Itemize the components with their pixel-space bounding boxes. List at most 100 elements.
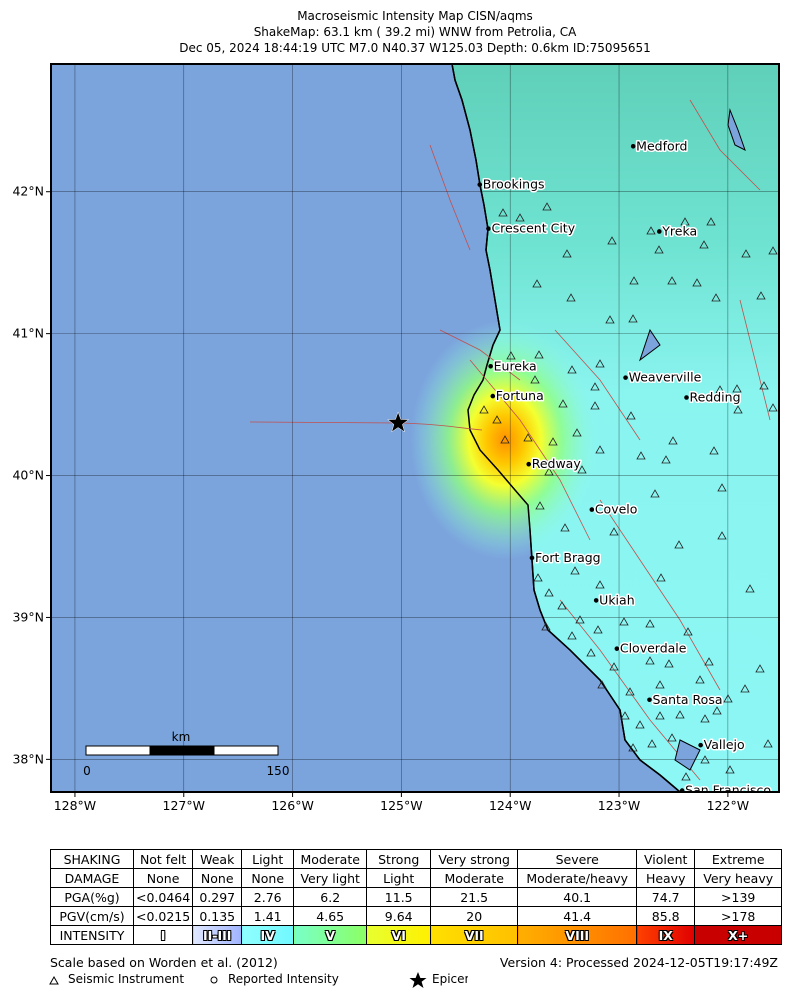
cities: Medford Brookings Crescent City Yreka Eureka… [477, 137, 773, 798]
city-dot [486, 226, 491, 231]
legend-row: PGA(%g) <0.0464 0.297 2.76 6.2 11.5 21.5 40.1 74… [50, 887, 783, 907]
x-tick-label: 127°W [163, 798, 205, 813]
scale-start: 0 [83, 764, 91, 778]
station [664, 659, 674, 668]
legend-row: INTENSITY I II-III IV V VI VII VIII IX X+ [50, 925, 783, 945]
station [532, 279, 542, 288]
station [763, 739, 773, 748]
station [756, 291, 766, 300]
station [557, 601, 567, 610]
map-title: Macroseismic Intensity Map CISN/aqms [297, 9, 533, 23]
legend-cell: Moderate [293, 849, 368, 869]
y-tick-label: 38°N [12, 751, 44, 766]
station [523, 433, 533, 442]
station [607, 236, 617, 245]
station [609, 527, 619, 536]
station [562, 249, 572, 258]
legend-cell: Extreme [694, 849, 783, 869]
station [745, 584, 755, 593]
legend-cell: Weak [192, 849, 243, 869]
legend-cell: INTENSITY [50, 925, 134, 945]
station [661, 455, 671, 464]
city-label: San Francisco [685, 783, 771, 798]
station [700, 755, 710, 764]
scale-note: Scale based on Worden et al. (2012) [50, 955, 278, 970]
city-label: Weaverville [629, 370, 702, 385]
station [695, 675, 705, 684]
station [755, 664, 765, 673]
scale-segment [213, 745, 279, 756]
station [655, 680, 665, 689]
legend-row: SHAKING Not felt Weak Light Moderate Strong Ve… [50, 849, 783, 869]
station [654, 245, 664, 254]
y-tick-label: 40°N [12, 468, 44, 483]
station [597, 680, 607, 689]
legend-cell: I [132, 925, 194, 945]
legend-cell: 11.5 [366, 887, 432, 907]
station [655, 711, 665, 720]
legend-cell: PGV(cm/s) [50, 906, 134, 926]
city-dot [529, 555, 535, 561]
station [620, 711, 630, 720]
station [740, 684, 750, 693]
station [717, 483, 727, 492]
legend-cell: Heavy [636, 868, 696, 888]
legend-cell: VIII [517, 925, 638, 945]
legend-cell: 41.4 [517, 906, 638, 926]
legend-cell: DAMAGE [50, 868, 134, 888]
station [645, 656, 655, 665]
station [626, 411, 636, 420]
city-label: Crescent City [491, 221, 575, 236]
x-tick-label: 128°W [54, 798, 96, 813]
legend-cell: 6.2 [293, 887, 368, 907]
city-dot [490, 393, 496, 399]
station [725, 765, 735, 774]
y-tick-label: 39°N [12, 609, 44, 624]
epicenter-symbol [409, 972, 427, 988]
city-label: Ukiah [599, 592, 634, 607]
legend-cell: VII [430, 925, 519, 945]
city-label: Cloverdale [620, 641, 687, 656]
station [577, 465, 587, 474]
x-tick-label: 122°W [707, 798, 749, 813]
station [656, 573, 666, 582]
city-dot [477, 182, 483, 187]
city-dot [488, 363, 493, 369]
station [683, 627, 693, 636]
city-dot [698, 742, 703, 748]
map-subtitle: ShakeMap: 63.1 km ( 39.2 mi) WNW from Pe… [254, 25, 577, 39]
legend-cell: 1.41 [241, 906, 295, 926]
station [692, 278, 702, 287]
map-area: Medford Brookings Crescent City Yreka Eureka… [51, 64, 779, 798]
legend-cell: Moderate/heavy [517, 868, 638, 888]
station [535, 501, 545, 510]
station [500, 435, 510, 444]
station [636, 451, 646, 460]
legend-cell: Strong [366, 849, 432, 869]
intensity-legend: SHAKING Not felt Weak Light Moderate Strong Ve… [50, 849, 783, 945]
legend-cell: 9.64 [366, 906, 432, 926]
map-figure: Macroseismic Intensity Map CISN/aqms Sha… [12, 9, 780, 813]
x-tick-label: 126°W [271, 798, 313, 813]
event-info: Dec 05, 2024 18:44:19 UTC M7.0 N40.37 W1… [179, 41, 651, 55]
station [645, 619, 655, 628]
station [590, 382, 600, 391]
legend-cell: 4.65 [293, 906, 368, 926]
scale-bar: km 0 150 [83, 730, 289, 778]
station [479, 405, 489, 414]
legend-cell: <0.0215 [132, 906, 194, 926]
station [560, 523, 570, 532]
legend-row: PGV(cm/s) <0.0215 0.135 1.41 4.65 9.64 20 41.4 8… [50, 906, 783, 926]
station [567, 365, 577, 374]
instrument-symbol [49, 975, 59, 985]
legend-cell: Moderate [430, 868, 519, 888]
legend-cell: 40.1 [517, 887, 638, 907]
station [699, 240, 709, 249]
station [681, 772, 691, 781]
legend-cell: 2.76 [241, 887, 295, 907]
station [668, 436, 678, 445]
x-tick-label: 123°W [598, 798, 640, 813]
station [667, 733, 677, 742]
reported-key: Reported Intensity [228, 972, 339, 986]
legend-cell: 0.297 [192, 887, 243, 907]
